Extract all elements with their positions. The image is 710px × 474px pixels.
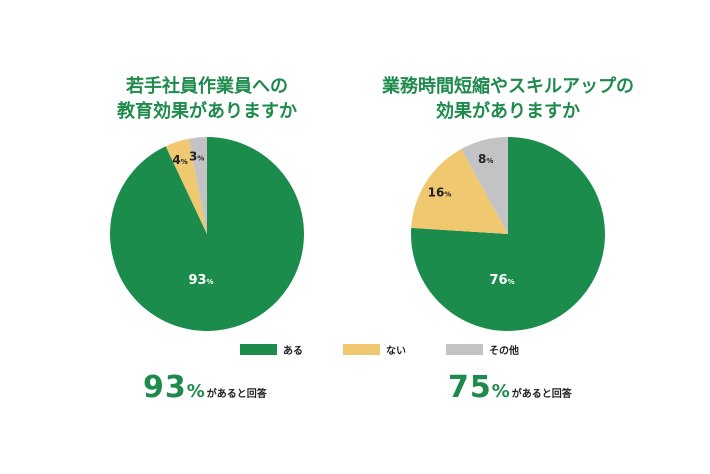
legend-item: ない (343, 342, 406, 357)
pie-slice-その他 (461, 137, 508, 234)
legend-label: その他 (489, 346, 519, 357)
chart-title-left: 若手社員作業員への 教育効果がありますか (57, 74, 357, 124)
title-line: 業務時間短縮やスキルアップの (382, 76, 634, 97)
summary-value: 93 (143, 370, 187, 405)
pie-slice-ある (109, 137, 304, 331)
legend-label: ある (283, 346, 303, 357)
title-line: 効果がありますか (436, 101, 580, 122)
summary-right: 75 % があると回答 (448, 370, 572, 405)
legend-swatch (343, 344, 380, 355)
pie-slice-ある (411, 137, 606, 331)
pie-slice-ない (165, 138, 207, 234)
legend: ある ない その他 (240, 342, 559, 357)
summary-unit: % (491, 381, 510, 402)
legend-swatch (240, 344, 277, 355)
title-line: 教育効果がありますか (117, 101, 297, 122)
legend-swatch (446, 344, 483, 355)
summary-text: があると回答 (206, 389, 267, 400)
title-line: 若手社員作業員への (126, 76, 288, 97)
summary-value: 75 (448, 370, 492, 405)
legend-label: ない (386, 346, 406, 357)
pie-slice-その他 (188, 137, 207, 234)
pie-slice-ない (411, 148, 508, 234)
summary-text: があると回答 (511, 389, 572, 400)
legend-item: ある (240, 342, 303, 357)
summary-left: 93 % があると回答 (143, 370, 267, 405)
summary-unit: % (186, 381, 205, 402)
legend-item: その他 (446, 342, 519, 357)
chart-title-right: 業務時間短縮やスキルアップの 効果がありますか (358, 74, 658, 124)
